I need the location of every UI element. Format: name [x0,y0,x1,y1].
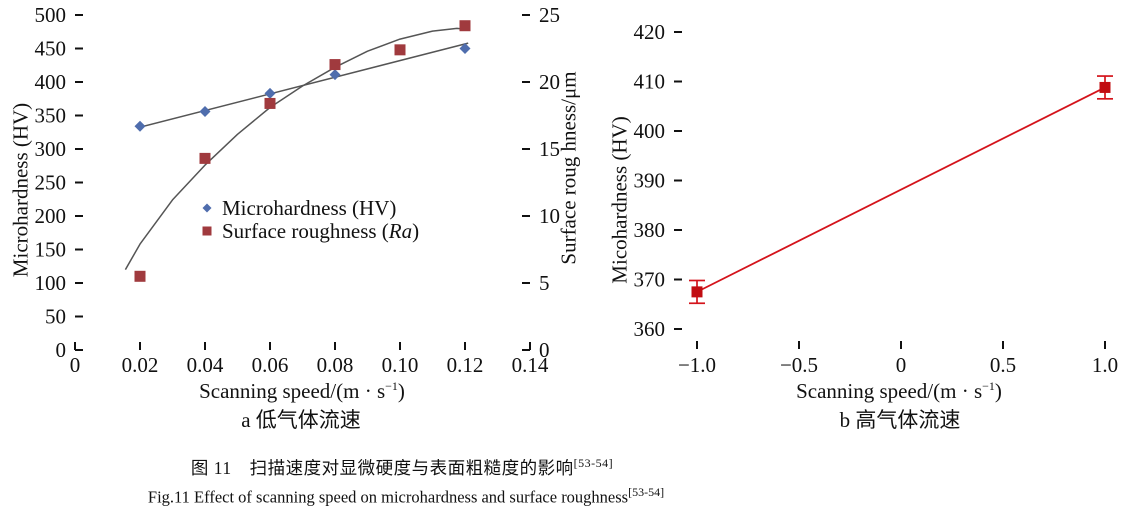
chart-b-subcaption: b 高气体流速 [839,408,961,432]
chart-b-x-axis-title-sup: −1 [982,379,995,393]
chart-a-x-axis-title-sup: −1 [385,379,398,393]
figure-caption-en: Fig.11 Effect of scanning speed on micro… [148,485,664,508]
y-right-tick-label: 0 [539,338,550,362]
y-left-tick-label: 400 [35,70,67,94]
y-left-tick-label: 390 [634,169,666,193]
y-right-tick-label: 10 [539,204,560,228]
data-point-square [691,286,703,298]
charts-canvas: 0 0.02 0.04 0.06 0.08 0.10 0.12 0.1405010015020… [35,3,1119,377]
figure-caption-zh-ref: [53-54] [573,456,614,471]
y-left-tick-label: 150 [35,238,67,262]
figure-caption-zh-text: 图 11 扫描速度对显微硬度与表面粗糙度的影响 [190,458,574,478]
data-point-square [394,44,406,56]
y-left-tick-label: 100 [35,271,67,295]
x-tick-label: 0.06 [252,353,289,377]
figure-caption-zh: 图 11 扫描速度对显微硬度与表面粗糙度的影响[53-54] [191,455,613,480]
y-left-tick-label: 380 [634,218,666,242]
y-right-tick-label: 25 [539,3,560,27]
y-left-tick-label: 50 [45,305,66,329]
chart-b: −1.0 −0.5 0 0.5 1.0 360 370 380 390 400 410 420 [634,20,1119,377]
x-tick-label: 0.14 [512,353,549,377]
y-right-tick-label: 20 [539,70,560,94]
x-tick-label: −0.5 [780,353,818,377]
series-line [696,86,1106,293]
data-point-diamond [329,69,341,81]
x-tick-label: 0.12 [447,353,484,377]
y-left-tick-label: 400 [634,119,666,143]
x-tick-label: 0 [70,353,81,377]
data-point-square [199,152,211,164]
legend-marker-square [202,226,212,236]
y-left-tick-label: 250 [35,171,67,195]
x-tick-label: 0.02 [122,353,159,377]
legend-marker-diamond [202,203,212,213]
data-point-square [1099,81,1111,93]
y-left-tick-label: 350 [35,104,67,128]
data-point-diamond [264,87,276,99]
data-point-diamond [199,105,211,117]
y-left-tick-label: 300 [35,137,67,161]
chart-a-x-axis-title-text: Scanning speed/(m · s [199,379,386,403]
x-tick-label: −1.0 [678,353,716,377]
data-point-diamond [459,43,471,54]
y-left-tick-label: 360 [634,317,666,341]
y-left-tick-label: 500 [35,3,67,27]
data-point-square [459,20,471,32]
data-point-square [264,97,276,109]
x-tick-label: 0.5 [990,353,1016,377]
x-tick-label: 1.0 [1092,353,1118,377]
y-left-tick-label: 370 [634,268,666,292]
chart-b-x-axis-title-close: ) [994,379,1002,403]
chart-a-y-right-axis-title: Surface roug hness/μm [556,71,581,265]
figure-caption-en-ref: [53-54] [628,485,665,499]
figure-caption-en-text: Fig.11 Effect of scanning speed on micro… [147,487,629,507]
y-left-tick-label: 200 [35,204,67,228]
data-point-square [134,270,146,282]
y-left-tick-label: 450 [35,37,67,61]
x-tick-label: 0.08 [317,353,354,377]
chart-b-x-axis-title-text: Scanning speed/(m · s [796,379,983,403]
chart-a-subcaption: a 低气体流速 [241,408,361,432]
y-left-tick-label: 0 [56,338,67,362]
x-tick-label: 0.04 [187,353,224,377]
legend-label: Microhardness (HV) [222,196,396,220]
data-point-diamond [134,120,146,132]
x-tick-label: 0 [896,353,907,377]
y-right-tick-label: 5 [539,271,550,295]
y-right-tick-label: 15 [539,137,560,161]
chart-b-y-axis-title: Micohardness (HV) [607,116,632,284]
trend-line-square [124,27,470,270]
chart-a: 0 0.02 0.04 0.06 0.08 0.10 0.12 0.1405010015020… [35,3,561,377]
chart-b-x-axis-title: Scanning speed/(m · s−1) [796,379,1002,404]
data-point-square [329,59,341,71]
x-tick-label: 0.10 [382,353,419,377]
chart-a-x-axis-title: Scanning speed/(m · s−1) [199,379,405,404]
legend-label: Surface roughness (Ra) [222,219,419,243]
chart-a-y-left-axis-title: Microhardness (HV) [8,102,33,278]
chart-a-x-axis-title-close: ) [397,379,405,403]
y-left-tick-label: 410 [634,70,666,94]
y-left-tick-label: 420 [634,20,666,44]
